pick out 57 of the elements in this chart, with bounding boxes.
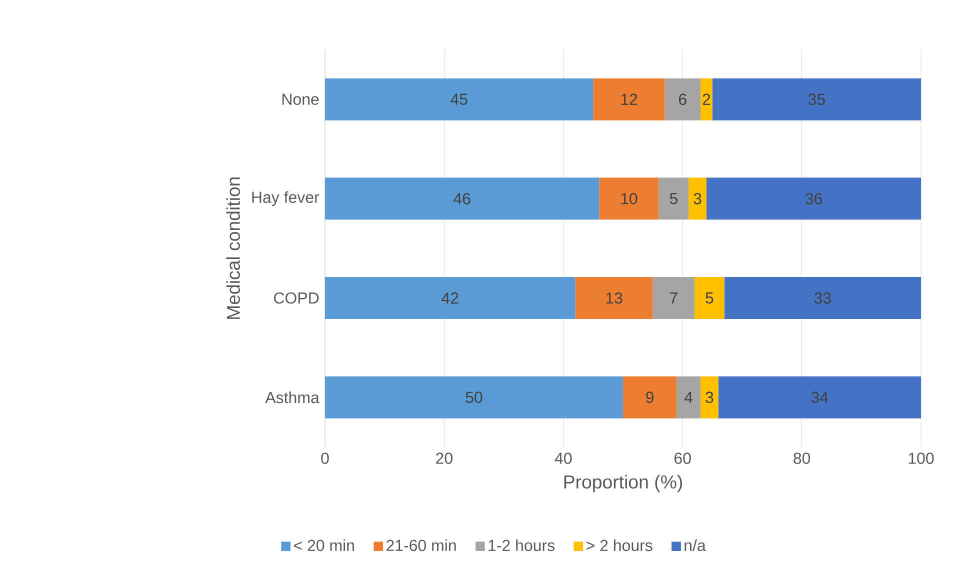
data-label: 6 <box>678 94 686 105</box>
bar <box>599 178 659 220</box>
bar <box>593 78 665 120</box>
data-label: 50 <box>466 392 482 403</box>
bar <box>652 277 695 320</box>
x-tick-label: 0 <box>321 452 329 464</box>
bar <box>700 78 712 120</box>
bar <box>676 376 700 418</box>
data-label: 9 <box>646 392 654 403</box>
data-label: 33 <box>814 292 831 304</box>
bar <box>575 277 653 320</box>
data-label: 46 <box>454 193 470 204</box>
x-tick-label: 20 <box>436 452 452 464</box>
legend-label: < 20 min <box>294 539 354 552</box>
data-label: 34 <box>811 392 828 403</box>
bar <box>706 178 922 220</box>
data-label: 3 <box>706 392 714 403</box>
x-axis-title: Proportion (%) <box>564 474 682 492</box>
x-tick-label: 60 <box>674 452 691 464</box>
legend-label: 21-60 min <box>386 539 456 552</box>
x-tick-label: 40 <box>554 452 572 464</box>
y-axis-title: Medical condition <box>226 177 240 319</box>
x-tick-label: 100 <box>908 452 934 464</box>
data-label: 36 <box>805 193 822 204</box>
data-label: 2 <box>702 94 710 105</box>
y-tick-label: None <box>282 94 319 105</box>
bar <box>664 78 700 120</box>
data-label: 7 <box>670 292 678 304</box>
data-label: 42 <box>442 292 458 304</box>
y-tick-label: Asthma <box>265 391 320 404</box>
bar <box>325 78 594 120</box>
bar <box>623 376 677 418</box>
legend-label: 1-2 hours <box>488 539 555 552</box>
data-label: 5 <box>706 292 714 304</box>
bar <box>694 277 724 320</box>
data-label: 10 <box>621 193 638 204</box>
x-tick-label: 80 <box>794 452 810 464</box>
legend-label: > 2 hours <box>586 539 652 552</box>
data-label: 12 <box>621 94 638 105</box>
bar <box>712 78 922 120</box>
data-label: 35 <box>808 94 825 105</box>
bar <box>718 376 922 418</box>
data-label: 13 <box>606 292 622 304</box>
bar <box>325 277 576 320</box>
bar <box>658 178 689 220</box>
legend-label: n/a <box>684 539 706 552</box>
bar <box>325 376 624 418</box>
y-tick-label: Hay fever <box>252 191 320 206</box>
bar <box>700 376 718 418</box>
bar <box>724 277 922 320</box>
y-tick-label: COPD <box>274 292 319 304</box>
bar <box>325 178 600 220</box>
bar <box>688 178 706 220</box>
data-label: 3 <box>694 193 702 204</box>
data-label: 45 <box>450 94 468 105</box>
data-label: 4 <box>684 392 693 403</box>
data-label: 5 <box>670 193 678 204</box>
